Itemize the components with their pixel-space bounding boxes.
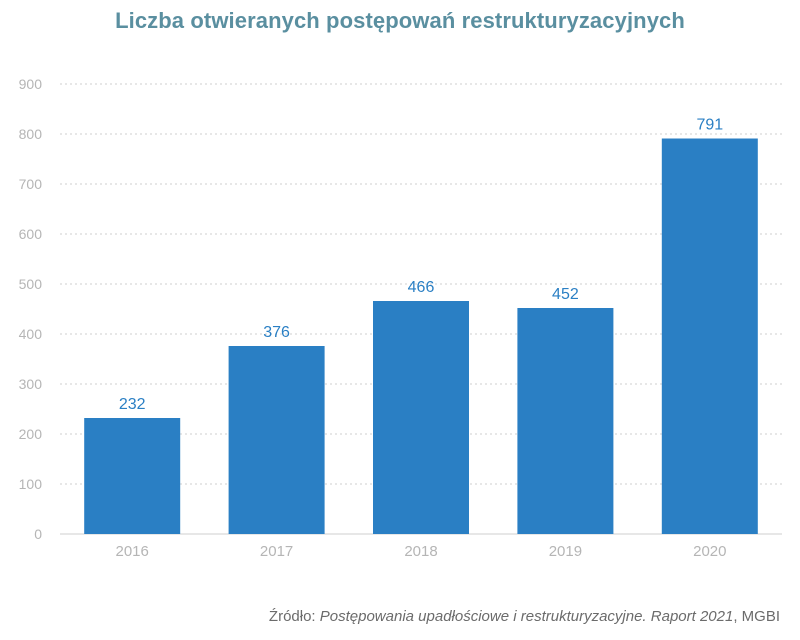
bar-2020 (661, 138, 758, 534)
x-tick-label-2018: 2018 (404, 543, 437, 560)
y-tick-label-800: 800 (19, 126, 43, 142)
value-label-2019: 452 (552, 286, 579, 303)
y-tick-label-400: 400 (19, 326, 43, 342)
y-tick-label-600: 600 (19, 226, 43, 242)
source-prefix: Źródło: (268, 608, 320, 625)
bar-2019 (517, 308, 614, 534)
y-tick-label-200: 200 (19, 426, 43, 442)
source-title: Postępowania upadłościowe i restrukturyz… (319, 608, 734, 625)
x-tick-label-2020: 2020 (693, 543, 726, 560)
y-tick-label-300: 300 (19, 376, 43, 392)
bar-2016 (84, 418, 181, 534)
value-label-2020: 791 (696, 117, 723, 134)
value-label-2018: 466 (408, 279, 435, 296)
value-label-2017: 376 (263, 324, 290, 341)
y-tick-label-500: 500 (19, 276, 43, 292)
source-note: Źródło: Postępowania upadłościowe i rest… (269, 608, 780, 625)
y-tick-label-0: 0 (34, 526, 42, 542)
bars (84, 138, 758, 534)
y-tick-label-100: 100 (19, 476, 43, 492)
x-axis: 2016 2017 2018 2019 2020 (116, 543, 727, 560)
x-tick-label-2017: 2017 (260, 543, 293, 560)
x-tick-label-2016: 2016 (116, 543, 149, 560)
y-tick-label-900: 900 (19, 76, 43, 92)
bar-2017 (228, 346, 325, 534)
chart-title: Liczba otwieranych postępowań restruktur… (115, 8, 685, 33)
y-axis: 0 100 200 300 400 500 600 700 800 900 (19, 76, 43, 542)
y-tick-label-700: 700 (19, 176, 43, 192)
source-suffix: , MGBI (733, 608, 780, 625)
value-labels: 232 376 466 452 791 (119, 117, 723, 414)
x-tick-label-2019: 2019 (549, 543, 582, 560)
bar-2018 (373, 301, 469, 534)
value-label-2016: 232 (119, 396, 146, 413)
